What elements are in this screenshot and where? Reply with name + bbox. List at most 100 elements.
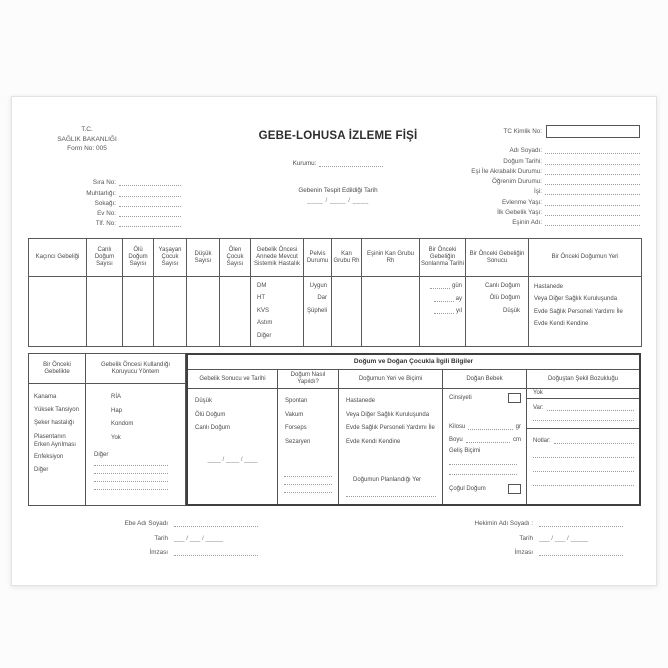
sonlanma-ay-line[interactable] [433,294,454,302]
boy-label: Boyu [449,437,463,443]
cogul-dogum-checkbox[interactable] [508,484,521,494]
pelvis-option: Şüpheli [306,307,327,314]
gebelik-sonucu-column: Gebelik Sonucu ve Tarihi Düşük Ölü Doğum… [188,370,278,504]
evlenme-yasi-line[interactable] [545,198,640,206]
gelis-line[interactable] [449,458,518,465]
gelis-line[interactable] [449,468,518,475]
t1-cell-dogum-yeri[interactable]: Hastanede Veya Diğer Sağlık Kuruluşunda … [528,276,642,347]
sonlanma-yil-line[interactable] [434,306,454,315]
sonuc-option: Düşük [502,307,520,314]
ministry-line-bakanlik: SAĞLIK BAKANLIĞI [57,135,117,143]
hekim-tarih-row: Tarih ___ / ___ / _____ [447,533,623,542]
t1-cell-esinin-kan-grubu[interactable] [361,276,420,347]
identity-row: Evlenme Yaşı: [292,195,640,206]
t1-cell-kacinci[interactable] [28,276,87,347]
method-option: Yok [111,434,121,441]
bozukluk-notlar-cell[interactable]: Notlar: [527,429,639,486]
tlf-no-line[interactable] [119,219,181,228]
nasil-line[interactable] [284,485,332,493]
ebe-tarih-line[interactable]: ___ / ___ / _____ [174,534,224,542]
sonlanma-yil-row: yıl [420,302,465,315]
muhtarligi-line[interactable] [119,189,181,197]
hekim-name-row: Hekimin Adı Soyadı : [447,518,623,527]
notlar-line3[interactable] [533,471,634,472]
sonuc2-option: Ölü Doğum [195,411,226,418]
sonuc-date-line[interactable]: ____ / ____ / ____ [207,457,258,463]
kurumu-line[interactable] [319,159,384,167]
t1-cell-kan-grubu[interactable] [331,276,362,347]
gebelik-sonucu-body[interactable]: Düşük Ölü Doğum Canlı Doğum ____ / ____ … [188,389,277,504]
pelvis-option: Uygun [309,283,327,289]
t1-cell-olen-cocuk[interactable] [219,276,251,347]
ilk-gebelik-yasi-line[interactable] [545,208,640,217]
dogum-yeri-body[interactable]: Hastanede Veya Diğer Sağlık Kuruluşunda … [339,389,442,504]
ministry-block: T.C. SAĞLIK BAKANLIĞI Form No: 005 [30,125,144,154]
t1-cell-pelvis[interactable]: Uygun Dar Şüpheli [303,276,332,347]
hekim-name-line[interactable] [539,519,623,527]
bozukluk-var-line[interactable] [546,403,634,411]
prev-pregnancy-header: Bir Önceki Gebelikte [29,354,85,384]
method-other-line[interactable] [94,474,168,482]
dogum-tarihi-line[interactable] [545,157,640,165]
tlf-no-label: Tlf. No: [95,220,116,228]
prev-option: Kanama [34,394,57,400]
sira-no-line[interactable] [119,178,181,187]
method-other-line[interactable] [94,458,168,466]
t1-cell-sistemik[interactable]: DM HT KVS Astım Diğer [250,276,304,347]
t1-cell-sonlanma[interactable]: gün ay yıl [419,276,466,347]
prev-option: Şeker hastalığı [34,420,75,426]
sonlanma-yil-unit: yıl [456,308,462,315]
cinsiyet-checkbox[interactable] [508,393,521,403]
akrabalik-line[interactable] [545,167,640,175]
ebe-imza-line[interactable] [174,548,258,556]
identity-row: Eşi İle Akrabalık Durumu: [292,165,640,175]
sekil-bozuklugu-header: Doğuştan Şekil Bozukluğu [527,370,639,389]
tc-kimlik-box[interactable] [546,125,640,138]
boy-unit: cm [513,437,521,443]
gebelik-sonucu-header: Gebelik Sonucu ve Tarihi [188,370,277,389]
notlar-line[interactable] [553,436,634,444]
dogum-yeri-option: Veya Diğer Sağlık Kuruluşunda [534,296,618,303]
bozukluk-var-line2[interactable] [533,420,634,421]
boy-line[interactable] [465,435,510,443]
t1-cell-sonucu[interactable]: Canlı Doğum Ölü Doğum Düşük [465,276,529,347]
ev-no-line[interactable] [119,209,181,218]
dogum-nasil-body[interactable]: Spontan Vakum Forseps Sezaryen [278,389,338,504]
sokagi-line[interactable] [119,199,181,207]
planned-place-line[interactable] [346,489,436,497]
t1-cell-canli-dogum[interactable] [86,276,123,347]
t1-header-kan-grubu: Kan Grubu Rh [331,238,362,277]
method-other-line[interactable] [94,482,168,490]
esinin-adi-line[interactable] [545,218,640,227]
t1-cell-dusuk[interactable] [186,276,220,347]
ilk-gebelik-yasi-label: İlk Gebelik Yaşı: [497,209,542,217]
kilo-row: Kilosu gr [449,422,521,430]
t1-cell-yasayan[interactable] [153,276,187,347]
ebe-name-line[interactable] [174,519,258,527]
nasil-option: Vakum [285,411,304,418]
sonlanma-gun-line[interactable] [429,281,450,290]
sira-no-label: Sıra No: [92,179,116,187]
title-block: GEBE-LOHUSA İZLEME FİŞİ Kurumu: Gebenin … [222,130,454,204]
bozukluk-yok-cell[interactable]: Yok [527,389,639,399]
ogrenim-line[interactable] [545,177,640,186]
sistemik-option: KVS [257,307,270,314]
t1-cell-olu-dogum[interactable] [122,276,154,347]
nasil-line[interactable] [284,477,332,485]
dogum-nasil-header: Doğum Nasıl Yapıldı? [278,370,338,389]
notlar-line4[interactable] [533,485,634,486]
notlar-row: Notlar: [533,436,634,444]
hekim-imza-line[interactable] [539,548,623,556]
sonlanma-gun-row: gün [420,277,465,290]
notlar-line2[interactable] [533,457,634,458]
kilo-line[interactable] [468,422,513,430]
adi-soyadi-line[interactable] [545,146,640,155]
hekim-tarih-line[interactable]: ___ / ___ / _____ [539,534,589,542]
ogrenim-label: Öğrenim Durumu: [491,178,542,186]
tespit-date-line[interactable]: ____ / ____ / ____ [307,197,369,204]
isi-line[interactable] [545,187,640,196]
method-other-line[interactable] [94,466,168,474]
midwife-signature-block: Ebe Adı Soyadı Tarih ___ / ___ / _____ İ… [82,518,258,562]
bozukluk-var-cell[interactable]: Var: [527,399,639,429]
nasil-line[interactable] [284,469,332,477]
